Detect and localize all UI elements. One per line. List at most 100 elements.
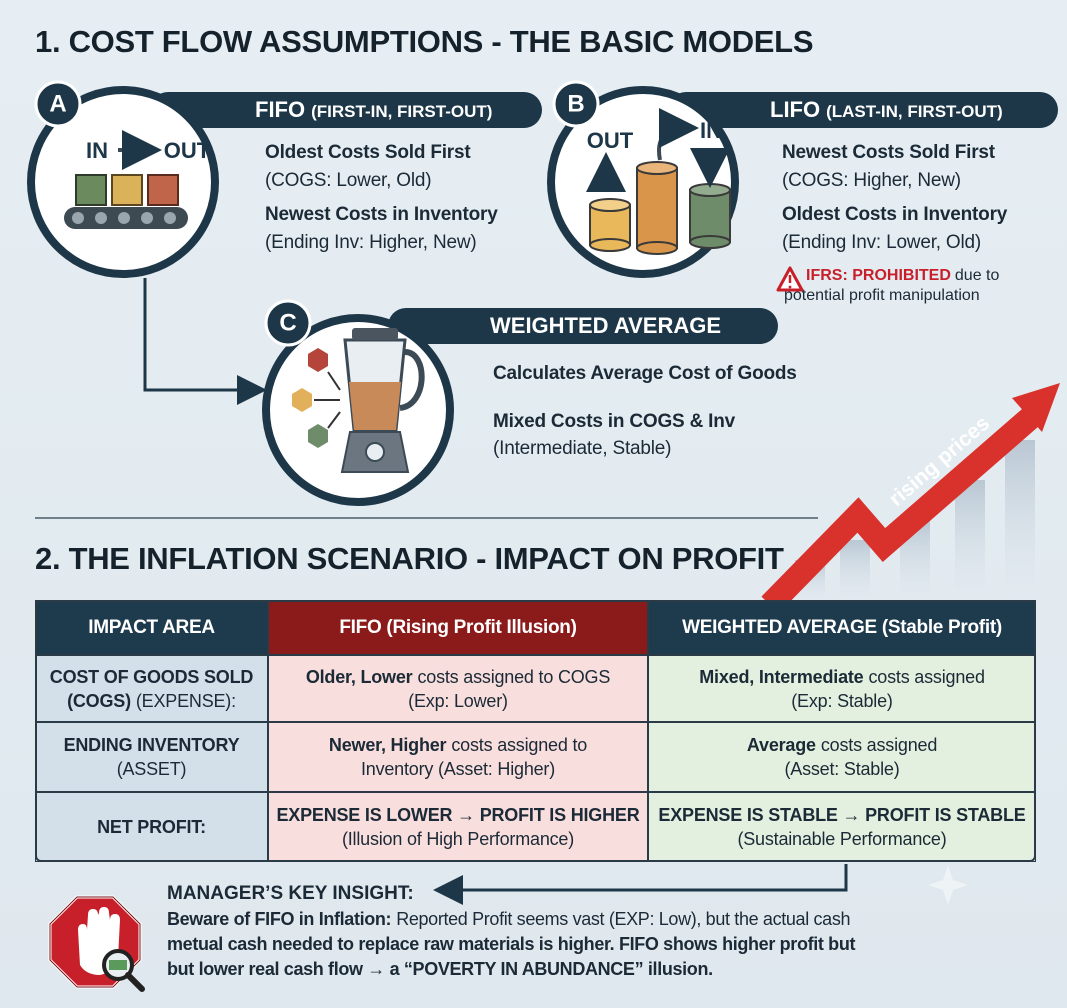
stop-icon [48,895,145,992]
section-title: 1. COST FLOW ASSUMPTIONS - THE BASIC MOD… [35,24,814,59]
connector [433,864,848,905]
bold-text: Mixed, Intermediate [699,666,864,687]
bold-text: but lower real cash flow → a “POVERTY IN… [167,959,713,979]
bold-text: Oldest Costs Sold First [265,142,471,163]
text: (Exp: Stable) [791,690,893,711]
header-text: IMPACT AREA [88,616,215,638]
table-cell: ENDING INVENTORY (ASSET) [35,722,268,792]
text: (Asset: Stable) [784,759,900,779]
warning: IFRS: PROHIBITED due to [806,266,999,286]
trend-arrow [761,383,1060,614]
table-cell: Newer, Higher costs assigned to Inventory … [268,722,648,792]
table-cell: Average costs assigned (Asset: Stable) [648,722,1036,792]
text-line: Newest Costs Sold First [782,140,995,166]
bold-text: COST OF GOODS SOLD [49,666,254,687]
conveyor-icon [64,130,188,229]
trend-bars [795,440,1035,600]
badge [552,80,600,128]
model-header: FIFO (FIRST-IN, FIRST-OUT) [255,95,492,127]
text-line: Calculates Average Cost of Goods [493,361,797,387]
badge-letter: C [279,309,296,336]
warning-label: IFRS: PROHIBITED [806,267,951,284]
text-line: (Ending Inv: Higher, New) [265,230,477,256]
text-line: EXPENSE IS STABLE → PROFIT IS STABLE [658,803,1025,827]
text-line: Inventory (Asset: Higher) [361,757,555,781]
table-cell: EXPENSE IS LOWER → PROFIT IS HIGHER (Illu… [268,792,648,862]
table-header-cell: IMPACT AREA [35,600,268,655]
bold-text: NET PROFIT: [97,817,206,837]
connector [143,278,267,405]
text: (Exp: Lower) [408,690,508,711]
bold-text: ENDING INVENTORY [63,735,240,755]
table-cell: NET PROFIT: [35,792,268,862]
text: Inventory (Asset: Higher) [360,759,556,779]
text: (ASSET) [116,759,187,779]
model-full-name: (FIRST-IN, FIRST-OUT) [311,102,493,121]
text-line: Newer, Higher costs assigned to [329,733,587,757]
text-line: Average costs assigned [747,733,937,757]
text-line: (COGS) (EXPENSE): [67,689,236,713]
blender-icon [292,328,425,473]
bold-text: metual cash needed to replace raw materi… [167,934,856,954]
text: (Intermediate, Stable) [493,438,672,459]
text-line: (COGS: Lower, Old) [265,168,432,194]
text-line: Oldest Costs in Inventory [782,202,1007,228]
header-text: WEIGHTED AVERAGE (Stable Profit) [682,616,1002,638]
bold-text: Average [746,735,816,755]
text-line: (Asset: Stable) [784,757,899,781]
coin-stacks-icon [586,108,731,255]
text-line: (Ending Inv: Lower, Old) [782,230,981,256]
header-bar [388,308,778,344]
text-line: (COGS: Higher, New) [782,168,961,194]
icon-label: OUT [587,128,634,153]
table-cell: COST OF GOODS SOLD (COGS) (EXPENSE): [35,655,268,722]
icon-label: OUT [164,138,211,163]
table-cell: Older, Lower costs assigned to COGS (Exp: … [268,655,648,722]
text-line: Beware of FIFO in Inflation: Reported Pro… [167,907,850,932]
insight-heading: MANAGER’S KEY INSIGHT: [167,883,414,904]
header-text: FIFO (Rising Profit Illusion) [339,616,577,638]
model-name: FIFO [255,97,306,122]
badge-letter: B [567,90,584,117]
text-line: (Sustainable Performance) [737,827,946,851]
bold-text: Beware of FIFO in Inflation: [167,909,392,929]
text-line: Mixed Costs in COGS & Inv [493,409,735,435]
bold-text: (COGS) [67,690,131,711]
text-line: (Illusion of High Performance) [342,827,574,851]
text-line: Oldest Costs Sold First [265,140,471,166]
text-line: ENDING INVENTORY [64,733,240,757]
header-bar [668,92,1058,128]
model-header: LIFO (LAST-IN, FIRST-OUT) [770,95,1003,127]
text: costs assigned to [451,735,588,755]
sparkle [928,865,968,905]
warning-text: potential profit manipulation [784,287,980,304]
table-header-cell: FIFO (Rising Profit Illusion) [268,600,648,655]
text-line: NET PROFIT: [97,815,206,839]
text-line: (ASSET) [117,757,187,781]
table-cell: Mixed, Intermediate costs assigned (Exp: S… [648,655,1036,722]
text: Reported Profit seems vast (EXP: Low), b… [396,909,851,929]
bold-text: Newest Costs Sold First [782,142,995,163]
text-line: COST OF GOODS SOLD [49,665,254,689]
text-line: metual cash needed to replace raw materi… [167,932,855,957]
text-line: Older, Lower costs assigned to COGS [306,665,611,689]
icon-label: IN [86,138,108,163]
bold-text: Newest Costs in Inventory [265,204,498,225]
table-header-cell: WEIGHTED AVERAGE (Stable Profit) [648,600,1036,655]
warning-text: due to [954,267,1000,284]
badge-letter: A [49,90,66,117]
text: (Ending Inv: Lower, Old) [782,232,982,253]
text: (EXPENSE): [135,690,236,711]
model-name: LIFO [770,97,821,122]
model-header: WEIGHTED AVERAGE [490,311,721,341]
text-line: EXPENSE IS LOWER → PROFIT IS HIGHER [276,803,639,827]
text: costs assigned to COGS [417,666,611,687]
badge [34,80,82,128]
icon-label: IN [700,118,722,143]
text-line: Mixed, Intermediate costs assigned [699,665,985,689]
warning-icon [776,266,804,292]
text-line: (Exp: Lower) [408,689,508,713]
text: costs assigned [868,666,985,687]
